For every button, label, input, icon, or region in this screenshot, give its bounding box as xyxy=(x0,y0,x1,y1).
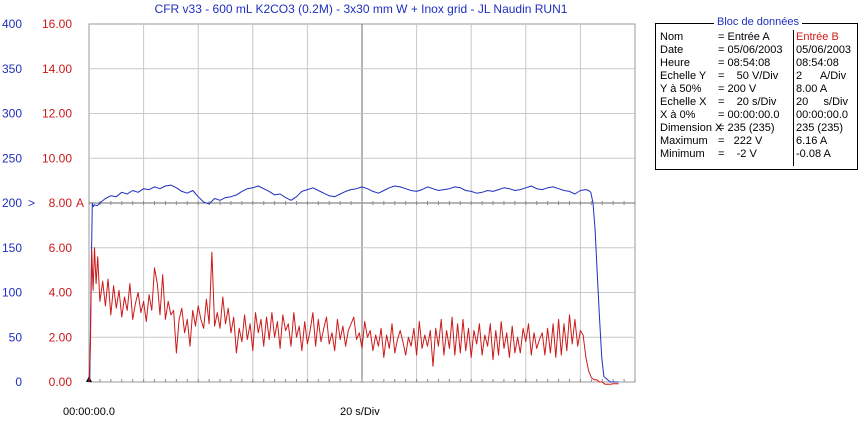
entree-a-value: = 222 V xyxy=(718,135,763,147)
data-block-row: Y à 50% = 200 V 8.00 A xyxy=(656,83,857,96)
data-block-row: Heure = 08:54:08 08:54:08 xyxy=(656,57,857,70)
series-group xyxy=(88,184,619,385)
row-label: Echelle X xyxy=(660,96,707,108)
entree-b-value: -0.08 A xyxy=(796,148,831,160)
row-label: Echelle Y xyxy=(660,70,707,82)
x-start-label: 00:00:00.0 xyxy=(63,406,115,418)
right-tick-label: 16.00 xyxy=(42,17,72,31)
left-tick-label: 100 xyxy=(2,286,22,300)
entree-a-value: = Entrée A xyxy=(718,31,770,43)
data-block-row: Echelle X = 20 s/Div 20 s/Div xyxy=(656,96,857,109)
row-label: Minimum xyxy=(660,148,705,160)
chart-title: CFR v33 - 600 mL K2CO3 (0.2M) - 3x30 mm … xyxy=(155,2,568,16)
series-line-entree-a xyxy=(88,184,619,383)
data-block-row: Maximum = 222 V 6.16 A xyxy=(656,135,857,148)
left-tick-label: 0 xyxy=(15,375,22,389)
left-tick-label: 300 xyxy=(2,107,22,121)
x-scale-label: 20 s/Div xyxy=(340,406,380,418)
right-tick-label: 4.00 xyxy=(49,286,73,300)
right-tick-label: 14.00 xyxy=(42,62,72,76)
channel-a-level-marker: > xyxy=(28,196,35,210)
entree-a-value: = 08:54:08 xyxy=(718,57,771,69)
entree-b-value: 08:54:08 xyxy=(796,57,839,69)
data-block-panel: Bloc de données Nom = Entrée A Entrée B Dat… xyxy=(655,16,858,170)
left-tick-label: 150 xyxy=(2,241,22,255)
entree-b-value: Entrée B xyxy=(796,31,839,43)
left-tick-label: 200 xyxy=(2,196,22,210)
entree-a-value: = 200 V xyxy=(718,83,757,95)
entree-a-value: = 05/06/2003 xyxy=(718,44,783,56)
channel-b-level-marker: A xyxy=(76,196,84,210)
entree-a-value: = 20 s/Div xyxy=(718,96,777,108)
data-block-row: Echelle Y = 50 V/Div 2 A/Div xyxy=(656,70,857,83)
data-block-row: Nom = Entrée A Entrée B xyxy=(656,31,857,44)
row-label: X à 0% xyxy=(660,109,696,121)
entree-a-value: = 00:00:00.0 xyxy=(718,109,780,121)
row-label: Y à 50% xyxy=(660,83,702,95)
entree-a-value: = 50 V/Div xyxy=(718,70,779,82)
left-tick-label: 350 xyxy=(2,62,22,76)
right-tick-label: 2.00 xyxy=(49,330,73,344)
column-divider xyxy=(793,30,794,166)
right-tick-label: 0.00 xyxy=(49,375,73,389)
row-label: Maximum xyxy=(660,135,708,147)
row-label: Heure xyxy=(660,57,690,69)
right-tick-label: 10.00 xyxy=(42,151,72,165)
entree-a-value: = 235 (235) xyxy=(718,122,775,134)
left-tick-label: 400 xyxy=(2,17,22,31)
left-tick-label: 50 xyxy=(9,330,23,344)
data-block-row: Minimum = -2 V -0.08 A xyxy=(656,148,857,161)
entree-b-value: 05/06/2003 xyxy=(796,44,852,56)
entree-b-value: 00:00:00.0 xyxy=(796,109,848,121)
y-axis-ticks: 0 50 100 150 200 250 300 350 400 0.00 2.00 4.00 6.00… xyxy=(2,17,84,389)
left-tick-label: 250 xyxy=(2,151,22,165)
row-label: Nom xyxy=(660,31,684,43)
right-tick-label: 8.00 xyxy=(49,196,73,210)
entree-a-value: = -2 V xyxy=(718,148,757,160)
entree-b-value: 235 (235) xyxy=(796,122,844,134)
data-block-row: Date = 05/06/2003 05/06/2003 xyxy=(656,44,857,57)
right-tick-label: 6.00 xyxy=(49,241,73,255)
entree-b-value: 2 A/Div xyxy=(796,70,847,82)
row-label: Dimension X xyxy=(660,122,723,134)
row-label: Date xyxy=(660,44,684,56)
series-line-entree-b xyxy=(88,247,619,385)
entree-b-value: 6.16 A xyxy=(796,135,828,147)
data-block-title: Bloc de données xyxy=(714,16,802,29)
right-tick-label: 12.00 xyxy=(42,107,72,121)
entree-b-value: 20 s/Div xyxy=(796,96,848,108)
data-block-row: Dimension X = 235 (235) 235 (235) xyxy=(656,122,857,135)
data-block-row: X à 0% = 00:00:00.0 00:00:00.0 xyxy=(656,109,857,122)
entree-b-value: 8.00 A xyxy=(796,83,828,95)
plot-grid xyxy=(86,23,636,383)
